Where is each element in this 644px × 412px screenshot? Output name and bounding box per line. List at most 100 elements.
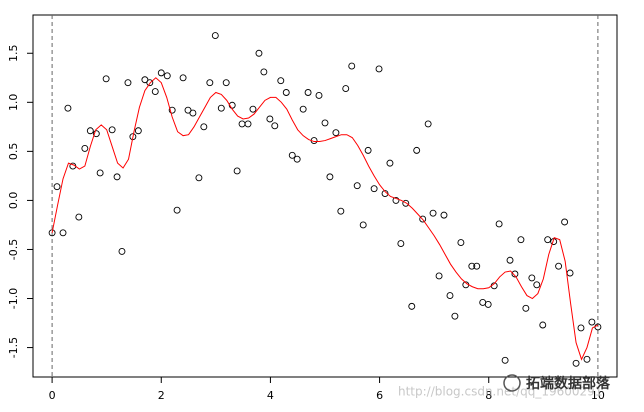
point — [495, 220, 503, 228]
y-tick-label: 1.5 — [7, 45, 20, 63]
point — [238, 120, 246, 128]
point — [588, 318, 596, 326]
watermark-icon — [503, 374, 521, 392]
point — [249, 105, 257, 113]
point — [468, 262, 476, 270]
point — [189, 109, 197, 117]
smooth-line — [51, 77, 599, 361]
point — [528, 274, 536, 282]
point — [266, 115, 274, 123]
point — [484, 300, 492, 308]
point — [375, 65, 383, 73]
point — [206, 79, 214, 87]
point — [86, 127, 94, 135]
point — [370, 185, 378, 193]
point — [124, 79, 132, 87]
point — [392, 196, 400, 204]
point — [211, 32, 219, 40]
point — [157, 69, 165, 77]
point — [381, 190, 389, 197]
point — [326, 173, 334, 181]
point — [173, 206, 181, 214]
point — [533, 281, 541, 289]
point — [81, 144, 89, 152]
point — [457, 239, 465, 247]
x-tick-label: 2 — [158, 389, 165, 402]
point — [255, 49, 263, 57]
point — [288, 151, 296, 159]
point — [260, 68, 268, 76]
point — [539, 321, 547, 329]
point — [337, 207, 345, 215]
point — [419, 215, 427, 223]
point — [282, 89, 290, 96]
point — [222, 79, 230, 87]
point — [315, 91, 323, 99]
point — [435, 272, 443, 280]
point — [353, 182, 361, 190]
point — [64, 104, 72, 112]
point — [429, 209, 437, 217]
point — [304, 89, 312, 96]
point — [321, 119, 329, 127]
point — [555, 262, 563, 270]
point — [446, 292, 454, 300]
y-tick-label: 1.0 — [7, 94, 20, 112]
point — [118, 247, 126, 255]
point — [473, 262, 481, 270]
point — [102, 75, 110, 83]
point — [402, 199, 410, 207]
point — [184, 106, 192, 114]
point — [53, 183, 61, 191]
point — [359, 221, 367, 229]
point — [424, 120, 432, 128]
point — [96, 169, 104, 177]
point — [200, 123, 208, 131]
watermark-brand: 拓端数据部落 — [526, 375, 611, 392]
x-tick-label: 4 — [267, 389, 274, 402]
point — [163, 72, 171, 80]
point — [517, 236, 525, 244]
point — [233, 167, 241, 175]
x-tick-label: 8 — [485, 389, 492, 402]
point — [440, 211, 448, 219]
point — [566, 269, 574, 277]
point — [293, 155, 301, 163]
plot-layer: 0 2 4 6 8 10 1.5 1.0 0.5 0.0 -0.5 -1.0 -1.5 — [7, 15, 605, 402]
point — [364, 146, 372, 154]
point — [413, 146, 421, 154]
point — [168, 106, 176, 114]
point — [134, 127, 142, 135]
y-tick-label: -0.5 — [7, 239, 20, 260]
point — [92, 130, 100, 138]
point — [544, 236, 552, 244]
point — [397, 240, 405, 248]
y-tick-label: -1.5 — [7, 337, 20, 358]
point — [348, 62, 356, 70]
point — [386, 159, 394, 167]
point — [577, 324, 585, 332]
point — [522, 304, 530, 312]
x-tick-label: 6 — [376, 389, 383, 402]
plot-frame — [32, 14, 618, 378]
point — [561, 218, 569, 226]
point — [506, 256, 514, 264]
point — [271, 122, 279, 130]
point — [141, 76, 149, 84]
point — [342, 85, 350, 93]
point — [108, 126, 116, 134]
point — [151, 88, 159, 95]
point — [217, 104, 225, 112]
point — [332, 129, 340, 137]
point — [572, 359, 580, 367]
point — [59, 229, 67, 237]
point — [501, 356, 509, 364]
point — [451, 312, 459, 320]
point — [299, 105, 307, 113]
y-tick-label: -1.0 — [7, 288, 20, 309]
point — [277, 77, 285, 85]
y-tick-label: 0.0 — [7, 192, 20, 210]
point — [48, 229, 56, 237]
point — [146, 79, 154, 87]
